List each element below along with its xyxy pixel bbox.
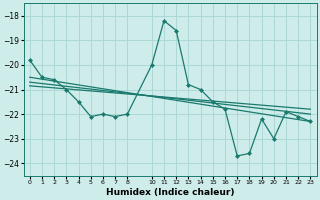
X-axis label: Humidex (Indice chaleur): Humidex (Indice chaleur) [106, 188, 234, 197]
